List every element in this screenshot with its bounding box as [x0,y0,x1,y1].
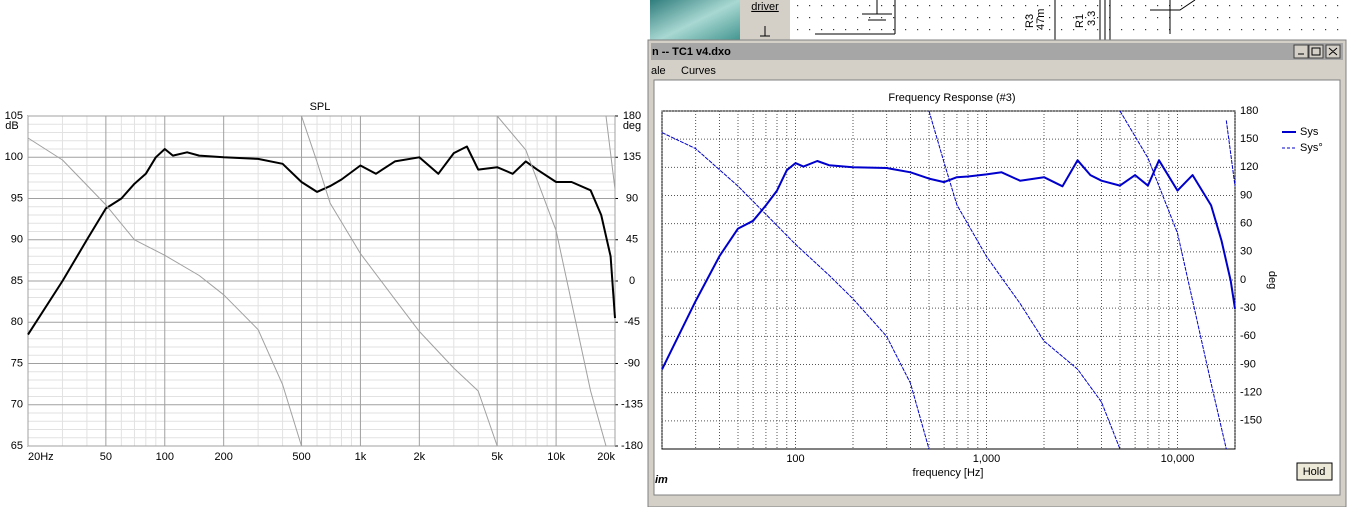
y2-tick-label: -150 [1240,415,1262,427]
menu-item[interactable]: Curves [681,65,716,77]
y2-tick-label: -120 [1240,387,1262,399]
series-line [27,145,616,336]
y-tick-label: 100 [5,151,23,163]
x-tick-label: 20k [597,451,615,463]
window-controls [1293,44,1341,59]
y-tick-label: 65 [11,440,23,452]
x-tick-label: 100 [156,451,174,463]
y2-tick-label: -180 [621,440,643,452]
y2-tick-label: 180 [623,110,641,122]
x-tick-label: 500 [292,451,310,463]
window-title: n -- TC1 v4.dxo [652,46,731,58]
status-text: im [655,474,668,486]
hold-button[interactable] [1296,462,1333,481]
y2-tick-label: -90 [624,357,640,369]
x-tick-label: 5k [491,451,503,463]
schematic-label: R3 [1024,14,1036,28]
thumbnail [650,0,740,44]
series-line [661,110,1236,450]
y-tick-label: 90 [11,234,23,246]
x-tick-label: 20Hz [28,451,54,463]
x-tick-label: 200 [214,451,232,463]
x-tick-label: 10,000 [1161,453,1195,465]
y2-tick-label: -90 [1240,358,1256,370]
x-tick-label: 100 [786,453,804,465]
toolbox [740,0,790,44]
schematic-label: 3.3 [1086,11,1098,26]
y2-tick-label: 30 [1240,246,1252,258]
x-tick-label: 10k [547,451,565,463]
schematic-wires [760,0,1196,41]
y-tick-label: 95 [11,192,23,204]
chart-title: Frequency Response (#3) [888,92,1015,104]
schematic-label: R1 [1074,14,1086,28]
driver-label[interactable]: driver [751,1,779,13]
chart-title: SPL [310,101,331,113]
legend-label: Sys° [1300,142,1323,154]
y2-tick-label: 180 [1240,105,1258,117]
minimize-button[interactable] [1293,44,1309,59]
y2-tick-label: 90 [626,192,638,204]
y2-tick-label: -60 [1240,330,1256,342]
x-tick-label: 1k [355,451,367,463]
menu-item[interactable]: ale [651,65,666,77]
y2-axis-label: deg [1266,271,1278,289]
hold-label[interactable]: Hold [1303,466,1326,478]
y2-axis-label: deg [623,120,641,132]
x-tick-label: 50 [100,451,112,463]
y-axis-label: dB [5,120,18,132]
maximize-button[interactable] [1308,44,1324,59]
legend-label: Sys [1300,126,1319,138]
y2-tick-label: 0 [1240,274,1246,286]
y2-tick-label: -45 [624,316,640,328]
y-tick-label: 75 [11,357,23,369]
y2-tick-label: -135 [621,399,643,411]
y-tick-label: 80 [11,316,23,328]
title-bar [651,43,1343,60]
x-axis-label: frequency [Hz] [913,467,984,479]
chart-panel [653,79,1341,496]
y2-tick-label: 150 [1240,133,1258,145]
y-tick-label: 85 [11,275,23,287]
y2-tick-label: 90 [1240,189,1252,201]
y2-tick-label: 120 [1240,161,1258,173]
y2-tick-label: -30 [1240,302,1256,314]
x-tick-label: 2k [414,451,426,463]
series-line [661,159,1236,370]
y2-tick-label: 0 [629,275,635,287]
y2-tick-label: 135 [623,151,641,163]
y2-tick-label: 45 [626,234,638,246]
y-tick-label: 70 [11,399,23,411]
x-tick-label: 1,000 [973,453,1001,465]
series-line [27,115,616,447]
y2-tick-label: 60 [1240,218,1252,230]
y-tick-label: 105 [5,110,23,122]
schematic-label: 47m [1035,9,1047,30]
